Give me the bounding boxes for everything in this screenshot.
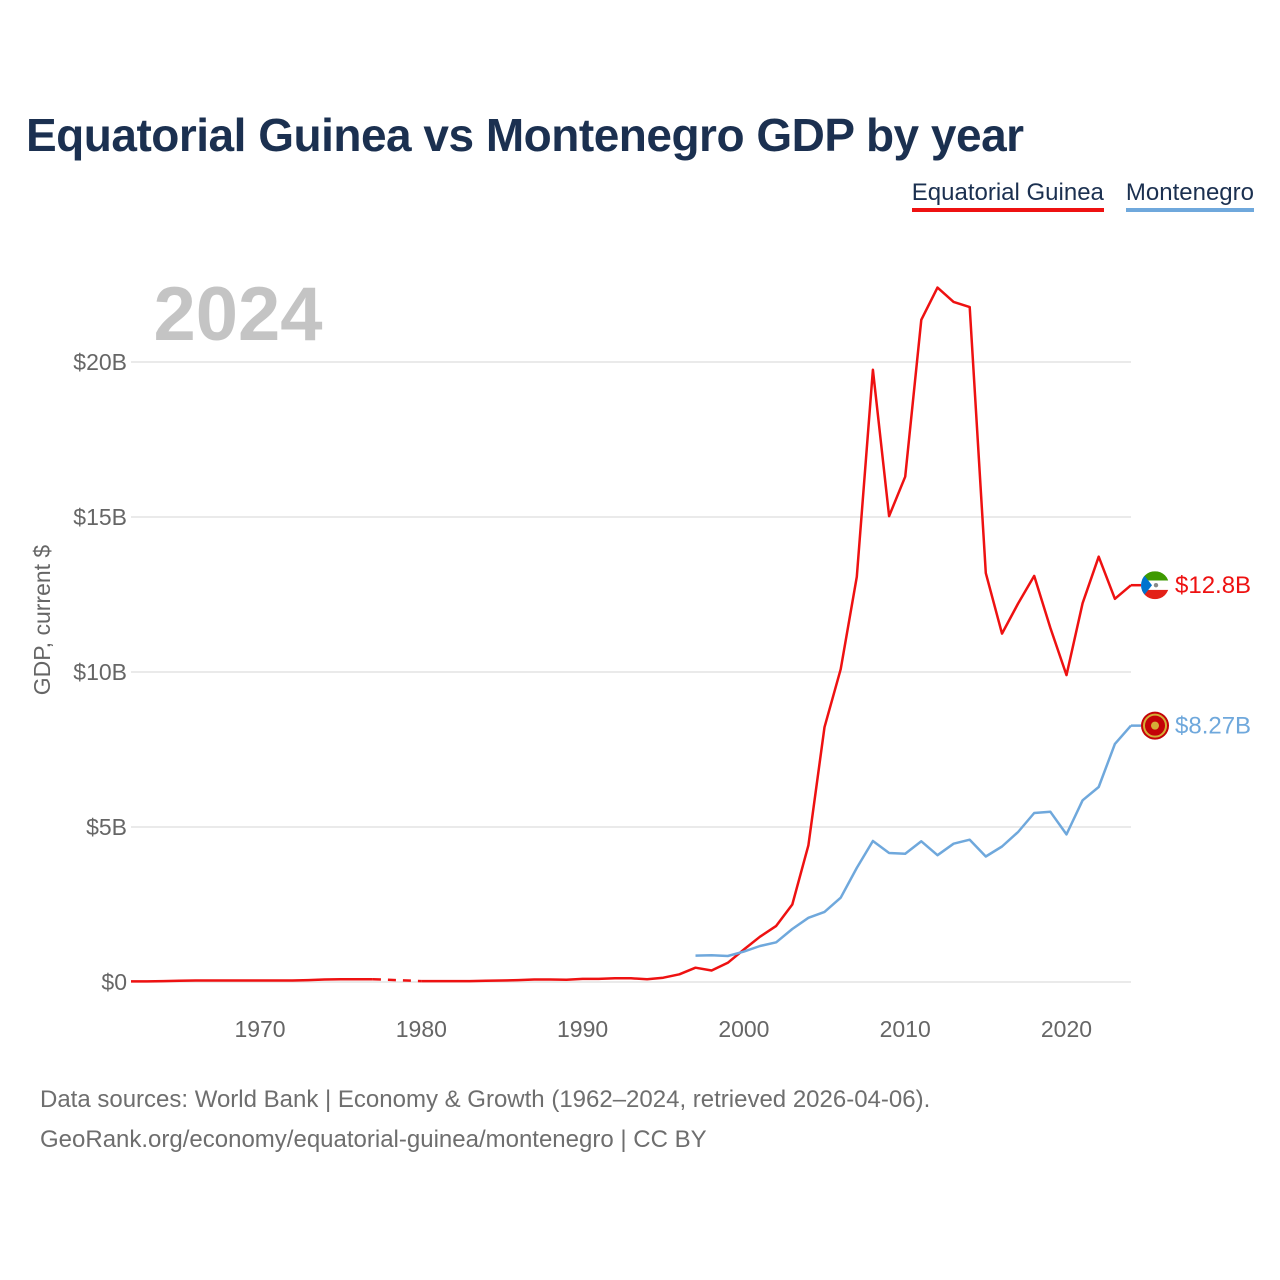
x-tick-label: 1980 <box>396 1016 447 1042</box>
y-tick-label: $20B <box>73 349 127 375</box>
footer: Data sources: World Bank | Economy & Gro… <box>40 1080 930 1160</box>
footer-sources: Data sources: World Bank | Economy & Gro… <box>40 1086 931 1113</box>
series-gap-line <box>372 977 422 983</box>
end-value-label: $8.27B <box>1175 713 1251 740</box>
x-tick-label: 1970 <box>234 1016 285 1042</box>
equatorial-guinea-flag-icon <box>1131 571 1169 600</box>
y-tick-label: $0 <box>101 969 127 995</box>
year-watermark: 2024 <box>153 272 322 357</box>
legend: Equatorial Guinea Montenegro <box>911 178 1254 212</box>
montenegro-flag-icon <box>1131 711 1169 740</box>
y-tick-label: $5B <box>86 814 127 840</box>
series-layer <box>131 286 1132 983</box>
series-line-montenegro <box>695 724 1132 958</box>
chart-title: Equatorial Guinea vs Montenegro GDP by y… <box>26 109 1024 161</box>
x-tick-label: 1990 <box>557 1016 608 1042</box>
gridlines <box>131 361 1131 983</box>
series-line-equatorial-guinea <box>131 977 373 983</box>
y-axis-ticks: $0 $5B $10B $15B $20B <box>73 349 127 995</box>
x-tick-label: 2010 <box>880 1016 931 1042</box>
legend-item-equatorial-guinea[interactable]: Equatorial Guinea <box>911 178 1104 212</box>
end-value-label: $12.8B <box>1175 572 1251 599</box>
y-axis-label: GDP, current $ <box>29 545 55 696</box>
x-tick-label: 2000 <box>718 1016 769 1042</box>
x-axis-ticks: 1970 1980 1990 2000 2010 2020 <box>234 1016 1092 1042</box>
end-labels: $12.8B $8.27B <box>1131 571 1251 740</box>
legend-item-montenegro[interactable]: Montenegro <box>1125 178 1254 212</box>
x-tick-label: 2020 <box>1041 1016 1092 1042</box>
series-line-equatorial-guinea <box>421 286 1132 983</box>
y-tick-label: $10B <box>73 659 127 685</box>
footer-link[interactable]: GeoRank.org/economy/equatorial-guinea/mo… <box>40 1126 707 1153</box>
y-tick-label: $15B <box>73 504 127 530</box>
